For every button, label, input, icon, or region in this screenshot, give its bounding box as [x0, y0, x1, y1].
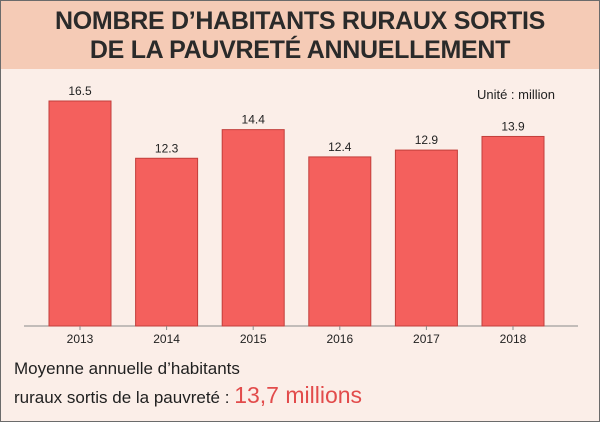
chart-title-line-1: NOMBRE D’HABITANTS RURAUX SORTIS — [55, 7, 545, 35]
unit-label: Unité : million — [477, 87, 555, 102]
average-note-line-1: Moyenne annuelle d’habitants — [14, 359, 240, 378]
value-label-2014: 12.3 — [155, 141, 179, 155]
average-note-line-2: ruraux sortis de la pauvreté : 13,7 mill… — [14, 382, 362, 411]
x-tick-label-2016: 2016 — [326, 332, 353, 346]
average-value-highlight: 13,7 millions — [234, 382, 363, 408]
x-tick-label-2014: 2014 — [153, 332, 180, 346]
value-label-2017: 12.9 — [415, 133, 439, 147]
x-tick-label-2017: 2017 — [413, 332, 440, 346]
value-label-2013: 16.5 — [68, 84, 92, 98]
x-tick-label-2018: 2018 — [500, 332, 527, 346]
average-note: Moyenne annuelle d’habitants ruraux sort… — [14, 356, 362, 411]
average-note-prefix: ruraux sortis de la pauvreté : — [14, 388, 230, 407]
value-label-2015: 14.4 — [242, 113, 266, 127]
x-tick-label-2015: 2015 — [240, 332, 267, 346]
title-band: NOMBRE D’HABITANTS RURAUX SORTIS DE LA P… — [1, 1, 599, 69]
bar-2017 — [394, 149, 458, 327]
bar-2018 — [481, 135, 545, 327]
value-label-2016: 12.4 — [328, 140, 352, 154]
chart-title-line-2: DE LA PAUVRETÉ ANNUELLEMENT — [89, 36, 511, 64]
x-tick-label-2013: 2013 — [67, 332, 94, 346]
chart-title: NOMBRE D’HABITANTS RURAUX SORTIS DE LA P… — [1, 7, 599, 65]
bar-2015 — [221, 129, 285, 327]
value-label-2018: 13.9 — [501, 119, 525, 133]
bar-2014 — [135, 157, 199, 327]
bar-2013 — [48, 100, 112, 327]
bar-2016 — [308, 156, 372, 327]
